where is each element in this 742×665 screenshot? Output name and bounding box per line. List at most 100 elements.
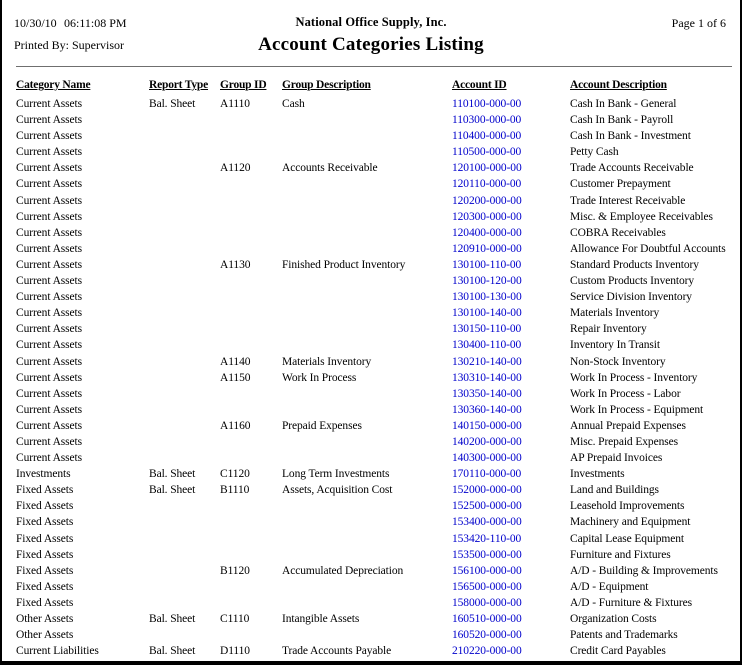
cell-account-description: Annual Prepaid Expenses <box>570 419 686 432</box>
cell-account-id: 120200-000-00 <box>452 194 522 207</box>
cell-group-description: Accounts Receivable <box>282 162 378 175</box>
cell-group-description: Accumulated Depreciation <box>282 564 404 577</box>
cell-account-description: Patents and Trademarks <box>570 629 678 642</box>
table-row: Current Assets 110500-000-00 Petty Cash <box>2 145 740 161</box>
cell-account-description: Furniture and Fixtures <box>570 548 671 561</box>
cell-account-description: Leasehold Improvements <box>570 500 685 513</box>
table-row: Current Assets A1120 Accounts Receivable 12… <box>2 161 740 177</box>
cell-category-name: Fixed Assets <box>16 548 74 561</box>
table-row: Current Assets Bal. Sheet A1110 Cash 110100-… <box>2 97 740 113</box>
cell-account-id: 110400-000-00 <box>452 130 522 143</box>
cell-account-id: 110500-000-00 <box>452 146 522 159</box>
cell-group-id: A1130 <box>220 258 251 271</box>
cell-category-name: Fixed Assets <box>16 564 74 577</box>
table-row: Fixed Assets 153420-110-00 Capital Lease E… <box>2 532 740 548</box>
cell-account-description: Misc. Prepaid Expenses <box>570 435 678 448</box>
table-row: Current Assets 120110-000-00 Customer Prep… <box>2 177 740 193</box>
cell-category-name: Current Assets <box>16 194 82 207</box>
cell-account-id: 130400-110-00 <box>452 339 522 352</box>
cell-account-id: 120110-000-00 <box>452 178 522 191</box>
table-row: Current Assets 110300-000-00 Cash In Bank … <box>2 113 740 129</box>
table-row: Fixed Assets B1120 Accumulated Depreciatio… <box>2 564 740 580</box>
report-title: Account Categories Listing <box>258 34 484 55</box>
cell-group-description: Assets, Acquisition Cost <box>282 484 393 497</box>
page-indicator: Page 1 of 6 <box>671 16 726 30</box>
cell-category-name: Fixed Assets <box>16 484 74 497</box>
cell-group-description: Trade Accounts Payable <box>282 645 392 658</box>
cell-category-name: Current Assets <box>16 307 82 320</box>
cell-account-id: 156500-000-00 <box>452 580 522 593</box>
cell-account-description: Work In Process - Labor <box>570 387 681 400</box>
cell-account-id: 140300-000-00 <box>452 452 522 465</box>
cell-category-name: Current Assets <box>16 355 82 368</box>
cell-category-name: Current Assets <box>16 387 82 400</box>
cell-group-description: Intangible Assets <box>282 613 360 625</box>
cell-account-id: 110100-000-00 <box>452 98 522 110</box>
cell-account-id: 130100-140-00 <box>452 307 522 320</box>
table-header-row: Category Name Report Type Group ID Group… <box>2 78 740 97</box>
cell-account-description: Standard Products Inventory <box>570 258 699 271</box>
cell-account-id: 153400-000-00 <box>452 516 522 529</box>
cell-group-id: A1150 <box>220 371 251 384</box>
cell-group-id: C1120 <box>220 468 250 481</box>
cell-account-id: 160510-000-00 <box>452 613 522 625</box>
table-row: Investments Bal. Sheet C1120 Long Term Inve… <box>2 467 740 483</box>
cell-group-id: B1110 <box>220 484 250 497</box>
cell-account-description: Capital Lease Equipment <box>570 532 684 545</box>
cell-category-name: Fixed Assets <box>16 580 74 593</box>
cell-account-id: 130310-140-00 <box>452 371 522 384</box>
cell-account-description: Petty Cash <box>570 146 619 159</box>
cell-category-name: Current Assets <box>16 291 82 304</box>
table-row: Current Assets A1150 Work In Process 130310… <box>2 371 740 387</box>
cell-account-description: AP Prepaid Invoices <box>570 452 663 465</box>
column-header-report-type: Report Type <box>149 79 209 91</box>
cell-account-id: 130210-140-00 <box>452 355 522 368</box>
column-header-account-id: Account ID <box>452 79 507 91</box>
table-row: Current Liabilities Bal. Sheet D1110 Trade … <box>2 644 740 660</box>
cell-account-description: A/D - Equipment <box>570 580 649 593</box>
table-row: Current Assets 130400-110-00 Inventory In … <box>2 338 740 354</box>
table-row: Current Assets 110400-000-00 Cash In Bank … <box>2 129 740 145</box>
company-name: National Office Supply, Inc. <box>295 15 447 29</box>
cell-group-id: A1120 <box>220 162 251 175</box>
cell-group-id: A1160 <box>220 419 251 432</box>
cell-account-description: Work In Process - Equipment <box>570 403 704 416</box>
header-divider <box>16 66 732 67</box>
cell-report-type: Bal. Sheet <box>149 468 196 481</box>
cell-account-description: A/D - Furniture & Fixtures <box>570 596 692 609</box>
cell-category-name: Current Assets <box>16 435 82 448</box>
cell-account-id: 120100-000-00 <box>452 162 522 175</box>
cell-group-description: Prepaid Expenses <box>282 419 362 432</box>
cell-category-name: Fixed Assets <box>16 596 74 609</box>
table-row: Current Assets 130150-110-00 Repair Invent… <box>2 322 740 338</box>
table-row: Fixed Assets 158000-000-00 A/D - Furniture… <box>2 596 740 612</box>
cell-account-description: Work In Process - Inventory <box>570 371 698 384</box>
cell-account-id: 152500-000-00 <box>452 500 522 513</box>
cell-category-name: Current Assets <box>16 323 82 336</box>
cell-category-name: Current Assets <box>16 242 82 255</box>
table-row: Current Assets 130100-140-00 Materials Inv… <box>2 306 740 322</box>
cell-account-id: 156100-000-00 <box>452 564 522 577</box>
cell-account-id: 130360-140-00 <box>452 403 522 416</box>
cell-category-name: Current Assets <box>16 226 82 239</box>
cell-report-type: Bal. Sheet <box>149 484 196 497</box>
table-row: Current Assets 120910-000-00 Allowance For… <box>2 242 740 258</box>
cell-category-name: Fixed Assets <box>16 500 74 513</box>
cell-category-name: Current Assets <box>16 210 82 223</box>
cell-category-name: Other Assets <box>16 613 74 625</box>
cell-category-name: Current Assets <box>16 114 82 127</box>
cell-category-name: Current Assets <box>16 419 82 432</box>
cell-account-id: 160520-000-00 <box>452 629 522 642</box>
table-row: Current Assets 130100-120-00 Custom Produc… <box>2 274 740 290</box>
cell-group-id: D1110 <box>220 645 250 658</box>
cell-group-description: Cash <box>282 98 305 110</box>
table-row: Fixed Assets 153400-000-00 Machinery and E… <box>2 515 740 531</box>
cell-account-id: 130100-120-00 <box>452 275 522 288</box>
cell-account-description: Organization Costs <box>570 613 657 625</box>
cell-account-description: Machinery and Equipment <box>570 516 691 529</box>
cell-account-description: Land and Buildings <box>570 484 659 497</box>
cell-account-description: Investments <box>570 468 625 481</box>
cell-account-description: Custom Products Inventory <box>570 275 694 288</box>
table-row: Fixed Assets 152500-000-00 Leasehold Impro… <box>2 499 740 515</box>
